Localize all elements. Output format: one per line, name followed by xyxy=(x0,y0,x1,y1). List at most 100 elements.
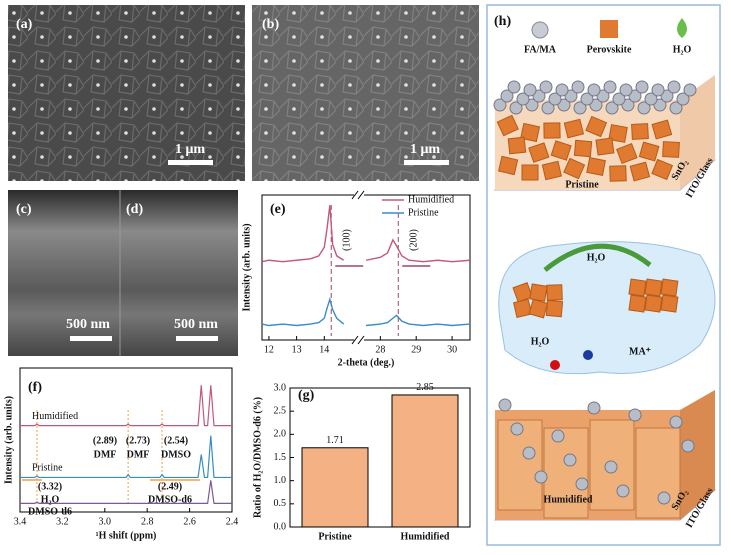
annotation: DMSO-d6 xyxy=(28,506,72,517)
sphere xyxy=(522,446,536,460)
sphere xyxy=(539,80,553,94)
sphere xyxy=(548,92,562,106)
annotation: (2.89) xyxy=(93,435,117,446)
film-label: Humidified xyxy=(544,494,593,505)
x-tick-label: 2.6 xyxy=(183,516,196,527)
crystal xyxy=(545,299,564,318)
sphere xyxy=(507,80,521,94)
bar xyxy=(301,447,369,528)
crystal xyxy=(595,137,615,156)
crystal xyxy=(543,122,561,139)
value-label: 2.85 xyxy=(416,382,434,393)
x-tick-label: Pristine xyxy=(318,531,352,542)
sphere xyxy=(580,92,594,106)
sphere xyxy=(669,101,683,115)
panel-label: (d) xyxy=(126,202,143,217)
axis-break xyxy=(354,336,364,344)
plot-frame xyxy=(261,194,471,341)
x-tick-label: 3.4 xyxy=(14,516,27,527)
sphere xyxy=(605,101,619,115)
annotation: DMF xyxy=(94,449,117,460)
x-axis-label: 2-theta (deg.) xyxy=(338,357,395,368)
sphere xyxy=(628,89,642,103)
molecule-label: H₂O xyxy=(531,336,550,347)
sphere xyxy=(657,491,671,505)
sem-image-c xyxy=(8,190,238,356)
sphere xyxy=(637,101,651,115)
sphere xyxy=(616,484,630,498)
crystal xyxy=(660,278,679,297)
panel-label: (b) xyxy=(262,17,279,32)
y-axis-label: Ratio of H₂O/DMSO-d6 (%) xyxy=(252,397,263,518)
bar xyxy=(391,394,459,528)
sphere xyxy=(660,89,674,103)
crystal xyxy=(651,119,673,140)
film-side xyxy=(680,75,715,190)
break-mark xyxy=(357,190,365,200)
legend-sphere xyxy=(531,21,549,39)
x-tick-label: 29 xyxy=(411,344,421,355)
crystal xyxy=(528,142,550,163)
sphere xyxy=(619,83,633,97)
x-tick-label: 28 xyxy=(375,344,385,355)
sem-image-b xyxy=(252,5,479,181)
y-tick-label: 2.0 xyxy=(274,429,287,440)
crystal xyxy=(528,298,549,319)
sphere xyxy=(541,101,555,115)
sphere xyxy=(573,101,587,115)
crystal xyxy=(609,165,627,182)
crystal xyxy=(608,124,628,143)
legend-label: H₂O xyxy=(673,44,692,55)
annotation: (2.54) xyxy=(164,435,188,446)
series-label: Pristine xyxy=(32,463,63,474)
crystal xyxy=(586,157,606,176)
scale-bar xyxy=(404,160,449,165)
x-tick-label: 3.2 xyxy=(56,516,69,527)
sphere xyxy=(571,80,585,94)
legend-label: Pristine xyxy=(408,207,439,218)
plot-frame xyxy=(19,367,233,513)
grain xyxy=(497,419,543,511)
sphere xyxy=(667,80,681,94)
panel-label: (f) xyxy=(28,380,42,395)
crystal xyxy=(496,114,519,137)
annotation: DMSO-d6 xyxy=(148,494,192,505)
grain xyxy=(543,427,589,519)
annotation: DMSO xyxy=(161,449,191,460)
crystal xyxy=(585,115,608,138)
peak-label: (100) xyxy=(342,229,353,251)
panel-label: (c) xyxy=(16,202,32,217)
sem-image-a xyxy=(8,5,245,181)
crystal xyxy=(550,140,572,161)
y-tick-label: 2.5 xyxy=(274,405,287,416)
panel-label: (g) xyxy=(298,388,315,403)
sphere xyxy=(669,415,683,429)
bubble xyxy=(498,241,716,375)
process-arrow xyxy=(543,243,652,272)
sphere xyxy=(563,453,577,467)
annotation: H₂O xyxy=(41,494,60,505)
sphere xyxy=(564,89,578,103)
legend-label: Perovskite xyxy=(587,44,632,55)
y-tick-label: 1.5 xyxy=(274,452,287,463)
scale-bar-label: 500 nm xyxy=(174,317,218,332)
crystal xyxy=(644,278,663,297)
sphere xyxy=(621,98,635,112)
sphere xyxy=(516,92,530,106)
sphere xyxy=(551,429,565,443)
series-line xyxy=(20,480,232,504)
peak-label: (200) xyxy=(409,229,420,251)
sphere xyxy=(498,398,512,412)
crystal xyxy=(638,141,660,162)
crystal xyxy=(573,139,593,158)
annotation: (2.73) xyxy=(126,435,150,446)
crystal xyxy=(520,122,541,143)
panel-label: (h) xyxy=(494,14,511,29)
axis-break xyxy=(354,191,364,199)
atom xyxy=(583,350,593,360)
atom xyxy=(550,360,560,370)
x-tick-label: 30 xyxy=(447,344,457,355)
x-tick-label: 3.0 xyxy=(99,516,112,527)
crystal xyxy=(507,136,527,155)
scale-bar xyxy=(176,336,218,341)
